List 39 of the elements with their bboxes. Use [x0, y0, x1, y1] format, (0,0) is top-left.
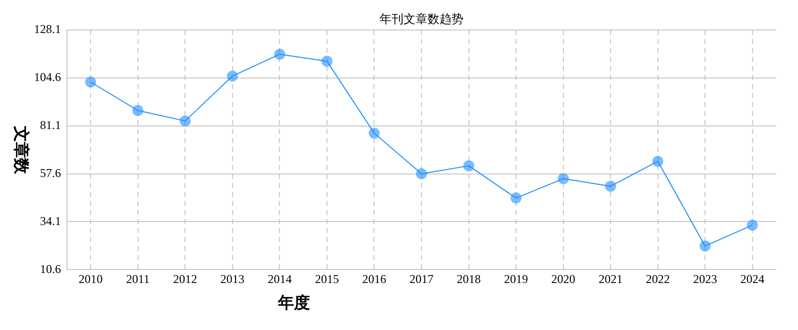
y-tick-label: 57.6: [40, 166, 61, 180]
x-tick-label: 2024: [740, 272, 764, 286]
y-tick-label: 104.6: [34, 70, 61, 84]
x-tick-label: 2018: [456, 272, 481, 286]
point: [510, 192, 522, 204]
x-tick-label: 2017: [410, 272, 434, 286]
x-tick-label: 2019: [504, 272, 528, 286]
point: [226, 70, 238, 82]
point: [746, 220, 758, 231]
point: [274, 48, 286, 60]
chart-title: 年刊文章数趋势: [380, 12, 464, 26]
y-tick-label: 34.1: [40, 214, 61, 228]
x-tick-label: 2014: [268, 272, 292, 286]
x-tick-label: 2022: [646, 272, 670, 286]
point: [463, 160, 474, 172]
x-tick-label: 2015: [314, 272, 339, 286]
y-axis-title: 文章数: [12, 124, 30, 175]
x-tick-label: 2013: [220, 272, 244, 286]
x-tick-label: 2011: [126, 272, 150, 286]
point: [321, 56, 332, 67]
x-tick-label: 2016: [362, 272, 386, 286]
y-tick-label: 10.6: [40, 262, 61, 276]
point: [85, 76, 96, 88]
x-tick-label: 2012: [173, 272, 198, 286]
point: [180, 115, 191, 126]
point: [558, 173, 569, 184]
x-tick-label: 2021: [598, 272, 623, 286]
point: [605, 180, 616, 192]
x-tick-label: 2010: [78, 272, 103, 286]
point: [652, 156, 664, 167]
y-tick-label: 81.1: [40, 118, 61, 132]
x-axis-title: 年度: [276, 293, 310, 312]
x-tick-label: 2020: [551, 272, 576, 286]
point: [416, 168, 427, 180]
point: [132, 105, 144, 116]
point: [700, 240, 711, 252]
y-tick-label: 128.1: [34, 22, 61, 36]
point: [368, 128, 380, 139]
x-tick-label: 2023: [693, 272, 718, 286]
